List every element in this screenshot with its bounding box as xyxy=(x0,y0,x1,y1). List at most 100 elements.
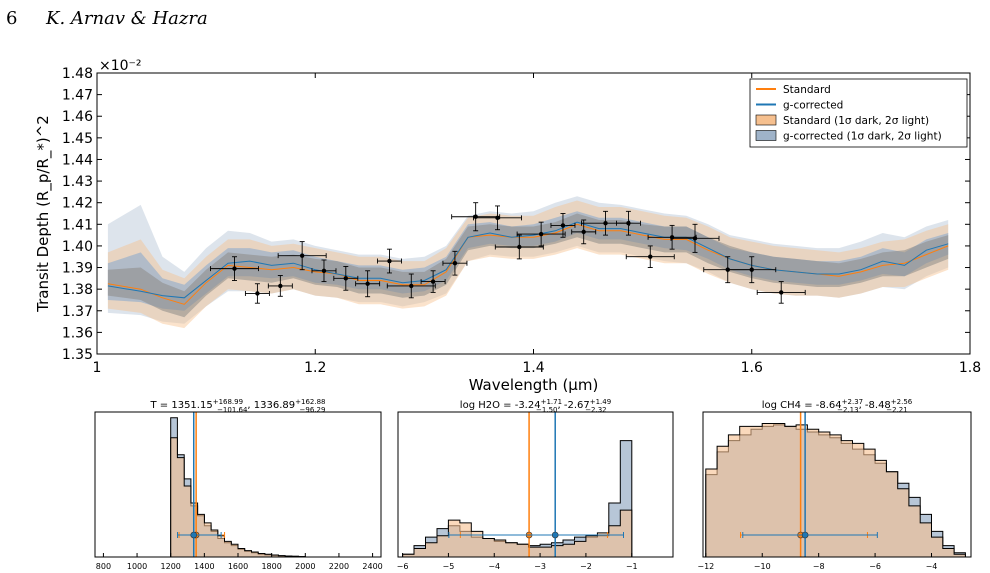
ytick-label: 1.40 xyxy=(62,239,93,255)
xtick-label: 1600 xyxy=(228,562,248,571)
data-marker xyxy=(299,253,305,258)
xtick-label: 2400 xyxy=(362,562,382,571)
data-marker xyxy=(452,261,458,266)
error-marker-gcorrected xyxy=(177,531,222,539)
band-standard-1sigma xyxy=(107,213,949,318)
data-point xyxy=(420,270,446,293)
title-part: log H2O = -3.24 xyxy=(460,400,541,411)
title-part: log CH4 = -8.64 xyxy=(762,400,842,411)
ytick-label: 1.44 xyxy=(62,152,93,168)
title-part: −2.13 xyxy=(837,406,858,414)
xtick-label: 2200 xyxy=(329,562,349,571)
data-point xyxy=(333,266,359,291)
y-axis-label: Transit Depth (R_p/R_*)^2 xyxy=(34,115,53,313)
xtick-label: −3 xyxy=(534,562,546,571)
xtick-label: 1000 xyxy=(127,562,147,571)
hist-title: log CH4 = -8.64+2.37 −2.13, -8.48+2.56 −2.… xyxy=(762,398,913,414)
data-marker xyxy=(473,214,478,219)
data-point xyxy=(473,205,522,231)
title-part: -8.48 xyxy=(865,400,891,411)
title-part: −96.29 xyxy=(300,406,326,414)
ytick-label: 1.42 xyxy=(62,196,93,212)
transit-depth-plot: 1.351.361.371.381.391.401.411.421.431.44… xyxy=(34,58,981,394)
data-point xyxy=(377,248,402,274)
hist-log-ch4: −12 −10 −8 −6 −4 log CH4 = -8.64+2.37 −2.13, -… xyxy=(697,398,972,571)
data-marker xyxy=(749,267,754,272)
hist-frame xyxy=(94,411,382,558)
data-point xyxy=(386,273,436,299)
data-marker xyxy=(560,223,566,228)
title-part: −1.50 xyxy=(536,406,557,414)
xtick-label: −8 xyxy=(813,562,825,571)
page-header: 6 K. Arnav & Hazra xyxy=(0,0,990,40)
data-point xyxy=(647,224,697,250)
title-part: +162.88 xyxy=(295,398,325,406)
xtick-label: 1.6 xyxy=(741,360,763,376)
band-gcorrected-2sigma xyxy=(107,196,949,324)
xtick-label: −6 xyxy=(869,562,881,571)
running-head: K. Arnav & Hazra xyxy=(46,8,208,29)
title-part: T = 1351.15 xyxy=(150,400,213,411)
legend-label: Standard xyxy=(783,84,831,96)
title-part: 1336.89 xyxy=(254,400,295,411)
hist-temperature: 800 1000 1200 1400 1600 1800 2000 2200 2400 T = 1… xyxy=(94,398,383,571)
xtick-label: −10 xyxy=(754,562,771,571)
error-point xyxy=(801,531,809,539)
ytick-label: 1.41 xyxy=(62,217,93,233)
title-part: +2.56 xyxy=(891,398,913,406)
data-marker xyxy=(430,279,436,284)
ytick-label: 1.45 xyxy=(62,131,93,147)
ytick-label: 1.39 xyxy=(62,261,93,277)
title-part: −101.64 xyxy=(217,406,248,414)
title-part: , xyxy=(558,400,564,411)
hist-log-h2o: −6 −5 −4 −3 −2 −1 log H2O = -3.24+1.71 −1.50, -… xyxy=(397,398,674,571)
data-point xyxy=(756,281,806,304)
xtick-label: −6 xyxy=(397,562,409,571)
hist-standard xyxy=(705,423,966,558)
data-point xyxy=(727,256,777,284)
data-point xyxy=(210,256,259,281)
legend-label: g-corrected xyxy=(783,100,843,112)
title-part: +1.49 xyxy=(590,398,611,406)
data-point xyxy=(571,219,597,245)
data-marker xyxy=(343,276,349,281)
hist-standard xyxy=(170,437,306,558)
data-marker xyxy=(538,231,544,237)
hist-standard xyxy=(402,509,633,558)
legend-swatch xyxy=(755,130,777,141)
title-part: , xyxy=(247,400,253,411)
xtick-label: 1400 xyxy=(194,562,214,571)
title-part: −2.21 xyxy=(886,406,907,414)
xtick-label: 1.2 xyxy=(304,360,326,376)
ytick-label: 1.43 xyxy=(62,174,93,190)
data-marker xyxy=(517,244,522,250)
data-marker xyxy=(365,281,370,286)
error-marker-gcorrected xyxy=(742,531,878,539)
ytick-label: 1.35 xyxy=(62,347,93,363)
data-point xyxy=(625,245,675,268)
ytick-label: 1.36 xyxy=(62,325,93,341)
title-part: +1.71 xyxy=(541,398,562,406)
data-point xyxy=(615,210,641,236)
error-point xyxy=(190,531,198,539)
data-marker xyxy=(232,266,237,271)
xtick-label: 2000 xyxy=(295,562,315,571)
legend-frame xyxy=(749,78,968,148)
data-marker xyxy=(278,283,283,289)
data-marker xyxy=(603,221,608,226)
data-point xyxy=(311,259,337,283)
data-marker xyxy=(581,229,586,235)
legend-label: Standard (1σ dark, 2σ light) xyxy=(783,115,929,127)
xtick-label: 1200 xyxy=(161,562,181,571)
data-point xyxy=(516,221,566,247)
legend-label: g-corrected (1σ dark, 2σ light) xyxy=(783,131,942,143)
hist-title: log H2O = -3.24+1.71 −1.50, -2.67+1.49 −2.… xyxy=(460,398,611,414)
xtick-label: −5 xyxy=(443,562,455,571)
data-marker xyxy=(495,215,500,221)
data-marker xyxy=(321,268,327,273)
hist-title: T = 1351.15+168.99 −101.64, 1336.89+162.8… xyxy=(150,398,326,414)
ytick-label: 1.48 xyxy=(62,66,93,82)
title-part: −2.32 xyxy=(585,406,606,414)
xtick-label: 1800 xyxy=(261,562,281,571)
